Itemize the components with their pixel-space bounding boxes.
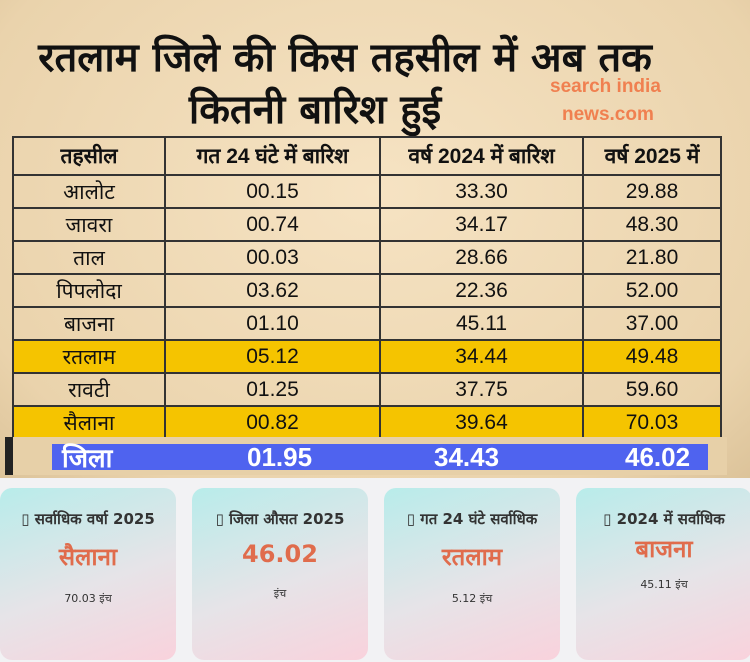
card-label: ▯ 2024 में सर्वाधिक — [603, 510, 725, 528]
card-subtext: 70.03 इंच — [64, 592, 112, 605]
table-cell: 39.64 — [379, 405, 584, 440]
table-cell: 03.62 — [164, 273, 381, 308]
table-cell: रावटी — [12, 372, 166, 407]
table-row: पिपलोदा 03.62 22.36 52.00 — [12, 273, 722, 308]
stat-card: ▯ 2024 में सर्वाधिक बाजना 45.11 इंच — [576, 488, 750, 660]
card-value: बाजना — [635, 535, 693, 563]
table-cell: पिपलोदा — [12, 273, 166, 308]
table-cell: 01.10 — [164, 306, 381, 341]
watermark-line-1: search india — [550, 76, 661, 97]
table-cell: जावरा — [12, 207, 166, 242]
table-cell: 34.44 — [379, 339, 584, 374]
table-cell: 37.75 — [379, 372, 584, 407]
table-cell: रतलाम — [12, 339, 166, 374]
table-row: बाजना 01.10 45.11 37.00 — [12, 306, 722, 341]
card-value: सैलाना — [58, 543, 118, 571]
rainfall-table: तहसील गत 24 घंटे में बारिश वर्ष 2024 में ब… — [12, 136, 722, 440]
table-cell: 34.17 — [379, 207, 584, 242]
table-cell: 01.25 — [164, 372, 381, 407]
column-header: गत 24 घंटे में बारिश — [164, 136, 381, 176]
table-row: आलोट 00.15 33.30 29.88 — [12, 174, 722, 209]
table-cell: 05.12 — [164, 339, 381, 374]
table-cell: 49.48 — [582, 339, 722, 374]
total-2024: 34.43 — [434, 441, 500, 472]
card-value: रतलाम — [441, 543, 503, 571]
title-line-2: कितनी बारिश हुई — [188, 87, 442, 133]
table-cell: 00.82 — [164, 405, 381, 440]
table-cell: 52.00 — [582, 273, 722, 308]
table-row: सैलाना 00.82 39.64 70.03 — [12, 405, 722, 440]
table-cell: 21.80 — [582, 240, 722, 275]
table-cell: बाजना — [12, 306, 166, 341]
title-line-1: रतलाम जिले की किस तहसील में अब तक — [38, 35, 652, 81]
table-cell: 70.03 — [582, 405, 722, 440]
table-cell: 45.11 — [379, 306, 584, 341]
stat-card: ▯ जिला औसत 2025 46.02 इंच — [192, 488, 368, 660]
total-last24: 01.95 — [247, 441, 313, 472]
card-subtext: इंच — [273, 587, 287, 600]
table-cell: 00.15 — [164, 174, 381, 209]
table-row: रतलाम 05.12 34.44 49.48 — [12, 339, 722, 374]
column-header: तहसील — [12, 136, 166, 176]
table-cell: 22.36 — [379, 273, 584, 308]
table-cell: ताल — [12, 240, 166, 275]
table-row: रावटी 01.25 37.75 59.60 — [12, 372, 722, 407]
card-label: ▯ गत 24 घंटे सर्वाधिक — [406, 510, 538, 528]
table-cell: 48.30 — [582, 207, 722, 242]
card-subtext: 45.11 इंच — [640, 578, 688, 591]
table-cell: 28.66 — [379, 240, 584, 275]
table-cell: सैलाना — [12, 405, 166, 440]
table-cell: 29.88 — [582, 174, 722, 209]
card-label: ▯ सर्वाधिक वर्षा 2025 — [21, 510, 155, 528]
table-cell: 00.74 — [164, 207, 381, 242]
column-header: वर्ष 2024 में बारिश — [379, 136, 584, 176]
header-panel: रतलाम जिले की किस तहसील में अब तक कितनी … — [0, 0, 750, 478]
stat-card: ▯ सर्वाधिक वर्षा 2025 सैलाना 70.03 इंच — [0, 488, 176, 660]
table-cell: 37.00 — [582, 306, 722, 341]
total-label: जिला — [62, 443, 113, 473]
table-cell: 00.03 — [164, 240, 381, 275]
column-header: वर्ष 2025 में — [582, 136, 722, 176]
card-subtext: 5.12 इंच — [451, 592, 493, 605]
stat-card: ▯ गत 24 घंटे सर्वाधिक रतलाम 5.12 इंच — [384, 488, 560, 660]
table-cell: 59.60 — [582, 372, 722, 407]
watermark-line-2: news.com — [562, 104, 654, 125]
table-row: जावरा 00.74 34.17 48.30 — [12, 207, 722, 242]
table-cell: आलोट — [12, 174, 166, 209]
table-row: ताल 00.03 28.66 21.80 — [12, 240, 722, 275]
district-total-row: जिला 01.95 34.43 46.02 — [52, 441, 708, 473]
card-value: 46.02 — [242, 540, 318, 568]
total-2025: 46.02 — [625, 441, 691, 472]
table-cell: 33.30 — [379, 174, 584, 209]
card-label: ▯ जिला औसत 2025 — [215, 510, 345, 528]
